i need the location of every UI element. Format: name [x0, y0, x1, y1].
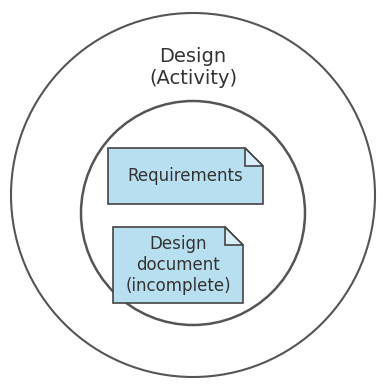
- Text: Design
(Activity): Design (Activity): [149, 48, 237, 89]
- Polygon shape: [113, 227, 243, 303]
- Text: Requirements: Requirements: [127, 167, 243, 185]
- Polygon shape: [245, 148, 263, 166]
- Text: Design
document
(incomplete): Design document (incomplete): [125, 235, 231, 295]
- Polygon shape: [108, 148, 263, 204]
- Polygon shape: [225, 227, 243, 245]
